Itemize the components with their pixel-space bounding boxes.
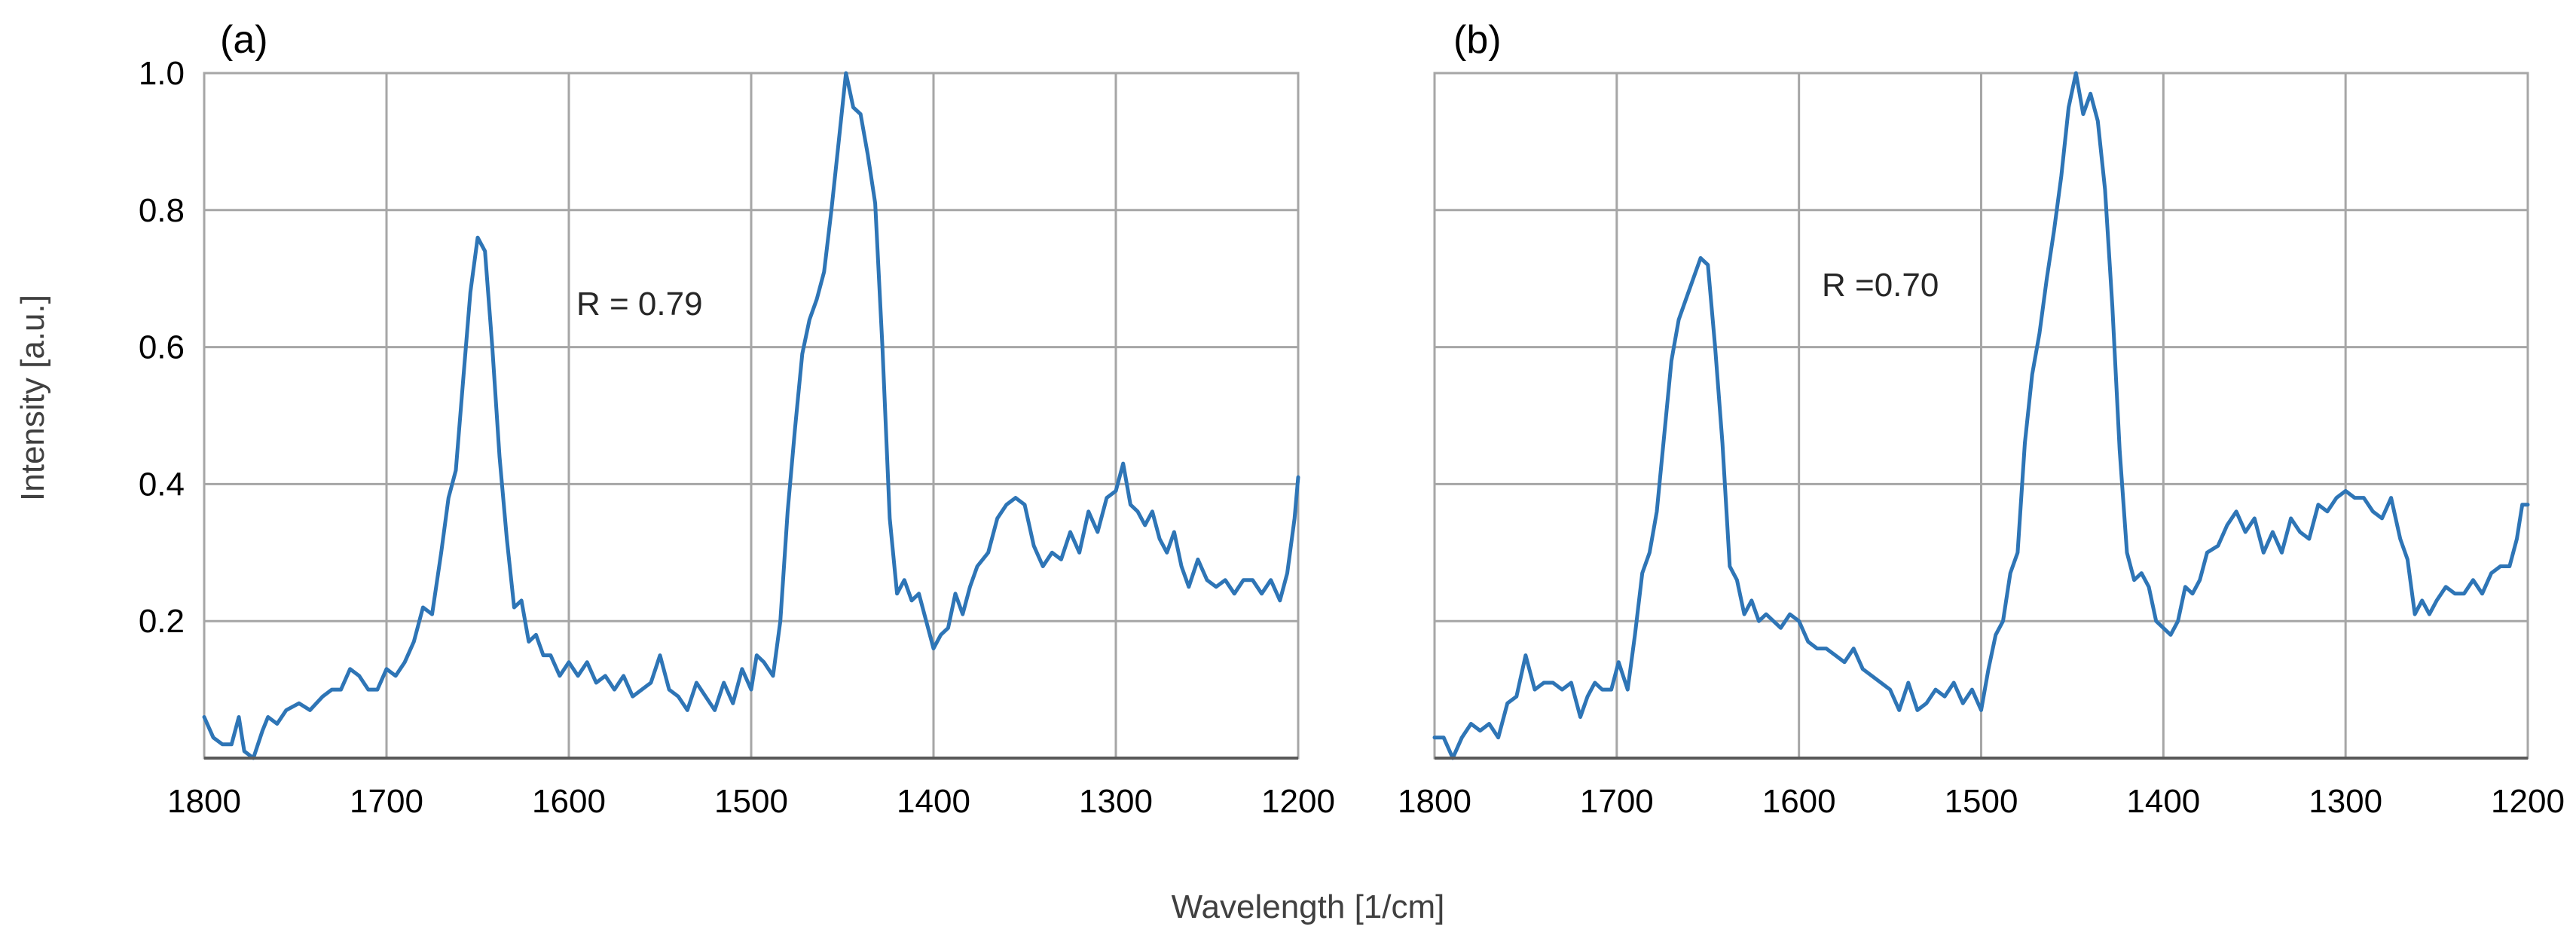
x-tick-label: 1500 [714,783,788,820]
x-tick-label: 1800 [167,783,241,820]
correlation-annotation: R = 0.79 [576,286,703,323]
panel-label: (a) [220,18,268,62]
x-tick-label: 1400 [2126,783,2200,820]
x-tick-label: 1600 [1762,783,1836,820]
y-tick-label: 0.4 [139,466,185,503]
x-tick-label: 1700 [350,783,423,820]
x-tick-label: 1500 [1945,783,2018,820]
x-tick-label: 1200 [2491,783,2565,820]
y-tick-label: 0.6 [139,329,185,366]
spectrum-line [1432,71,2530,760]
x-tick-label: 1400 [897,783,970,820]
x-tick-label: 1300 [1079,783,1153,820]
x-axis-title: Wavelength [1/cm] [1172,888,1445,925]
correlation-annotation: R =0.70 [1822,267,1939,304]
x-tick-label: 1700 [1580,783,1654,820]
y-tick-label: 0.8 [139,192,185,229]
x-tick-label: 1300 [2309,783,2382,820]
spectrum-line [202,71,1300,760]
y-tick-label: 1.0 [139,55,185,92]
x-tick-label: 1600 [532,783,606,820]
panel-a: 1800 1700 1600 1500 1400 1300 1200 0.2 0.4 0.6 0.8… [139,18,1335,820]
x-tick-label: 1800 [1398,783,1471,820]
panel-label: (b) [1453,18,1502,62]
y-axis-title: Intensity [a.u.] [14,295,51,501]
panel-b: 1800 1700 1600 1500 1400 1300 1200 (b) R =0.70 [1398,18,2565,820]
x-tick-label: 1200 [1261,783,1335,820]
y-tick-label: 0.2 [139,603,185,640]
